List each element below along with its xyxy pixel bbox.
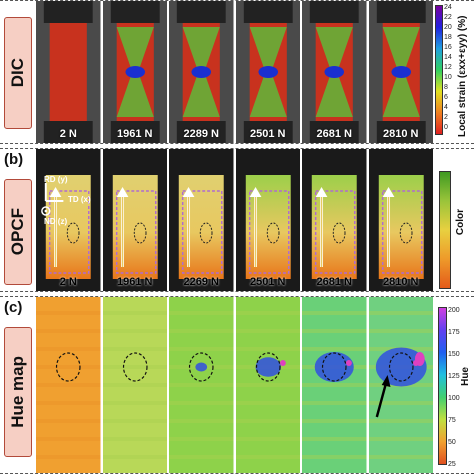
dic-tile: 2 N <box>35 1 102 143</box>
hue-tile <box>234 297 301 473</box>
opcf-tile: 2501 N <box>234 149 301 291</box>
color-colorbar-gradient <box>439 171 451 289</box>
strain-tick-label: 6 <box>444 94 448 101</box>
strain-colorbar-title: Local strain (εxx+εyy) (%) <box>457 15 468 137</box>
opcf-load-label: 2681 N <box>316 276 352 288</box>
dic-tile: 2810 N <box>367 1 434 143</box>
opcf-tile: 1961 N <box>101 149 168 291</box>
strain-tick-label: 20 <box>444 24 452 31</box>
opcf-load-label: 1961 N <box>117 276 153 288</box>
opcf-load-label: 2269 N <box>183 276 219 288</box>
strain-tick-label: 16 <box>444 44 452 51</box>
opcf-load-label: 2810 N <box>383 276 419 288</box>
strain-tick-label: 2 <box>444 114 448 121</box>
hue-tile <box>367 297 434 473</box>
opcf-load-label: 2501 N <box>250 276 286 288</box>
hue-map-tag-text: Hue map <box>8 356 27 428</box>
hue-tile <box>168 297 235 473</box>
hue-map-panel: (c) Hue map 200 175 150 125 100 75 50 25 Hue <box>0 296 474 474</box>
strain-tick-label: 10 <box>444 74 452 81</box>
dic-load-label: 1961 N <box>117 128 153 140</box>
dic-load-label: 2 N <box>59 128 77 140</box>
opcf-tile: 2 N <box>35 149 102 291</box>
strain-colorbar-gradient <box>435 5 443 135</box>
strain-tick-label: 18 <box>444 34 452 41</box>
opcf-tag-text: OPCF <box>8 208 27 256</box>
hue-colorbar-title: Hue <box>460 367 471 386</box>
color-colorbar-title: Color <box>455 209 466 236</box>
hue-tick-label: 50 <box>448 439 456 446</box>
hue-colorbar: 200 175 150 125 100 75 50 25 Hue <box>438 301 472 471</box>
hue-tick-label: 125 <box>448 373 460 380</box>
strain-tick-label: 14 <box>444 54 452 61</box>
rd-axis-label: RD (y) <box>44 175 68 184</box>
nd-axis-label: ND (z) <box>44 217 68 226</box>
opcf-tile: 2681 N <box>301 149 368 291</box>
panel-letter-b: (b) <box>4 151 24 168</box>
opcf-tag: OPCF <box>4 179 32 285</box>
dic-tag: DIC <box>4 17 32 129</box>
strain-tick-label: 4 <box>444 104 448 111</box>
dic-tag-text: DIC <box>8 58 27 88</box>
strain-tick-label: 22 <box>444 14 452 21</box>
hue-tile <box>35 297 102 473</box>
dic-load-label: 2810 N <box>383 128 419 140</box>
dic-load-label: 2289 N <box>183 128 219 140</box>
opcf-tile: 2810 N <box>367 149 434 291</box>
hue-tile <box>301 297 368 473</box>
dic-load-label: 2681 N <box>316 128 352 140</box>
strain-colorbar: 24 22 20 18 16 14 12 10 8 6 4 2 0 Local strain (εxx+… <box>435 4 473 139</box>
opcf-load-label: 2 N <box>59 276 77 288</box>
hue-tick-label: 175 <box>448 329 460 336</box>
strain-tick-label: 24 <box>444 4 452 11</box>
dic-tile: 2501 N <box>234 1 301 143</box>
hue-colorbar-gradient <box>438 307 447 465</box>
strain-tick-label: 0 <box>444 124 448 131</box>
dic-tile: 1961 N <box>101 1 168 143</box>
hue-tile <box>101 297 168 473</box>
dic-tile: 2681 N <box>301 1 368 143</box>
dic-panel: DIC 2 N 1961 N 2289 N 2501 N 2681 N 2810 N 24… <box>0 0 474 144</box>
hue-tick-label: 75 <box>448 417 456 424</box>
strain-tick-label: 8 <box>444 84 448 91</box>
dic-tile: 2289 N <box>168 1 235 143</box>
opcf-tile: 2269 N <box>168 149 235 291</box>
strain-tick-label: 12 <box>444 64 452 71</box>
hue-tick-label: 200 <box>448 307 460 314</box>
hue-tick-label: 100 <box>448 395 460 402</box>
hue-map-tag: Hue map <box>4 327 32 457</box>
color-colorbar: Color <box>437 171 471 289</box>
hue-tick-label: 150 <box>448 351 460 358</box>
opcf-panel: (b) OPCF 2 N 1961 N 2269 N 2501 N 2681 N 2810… <box>0 148 474 292</box>
td-axis-label: TD (x) <box>68 195 91 204</box>
hue-tick-label: 25 <box>448 461 456 468</box>
panel-letter-c: (c) <box>4 299 23 316</box>
dic-load-label: 2501 N <box>250 128 286 140</box>
